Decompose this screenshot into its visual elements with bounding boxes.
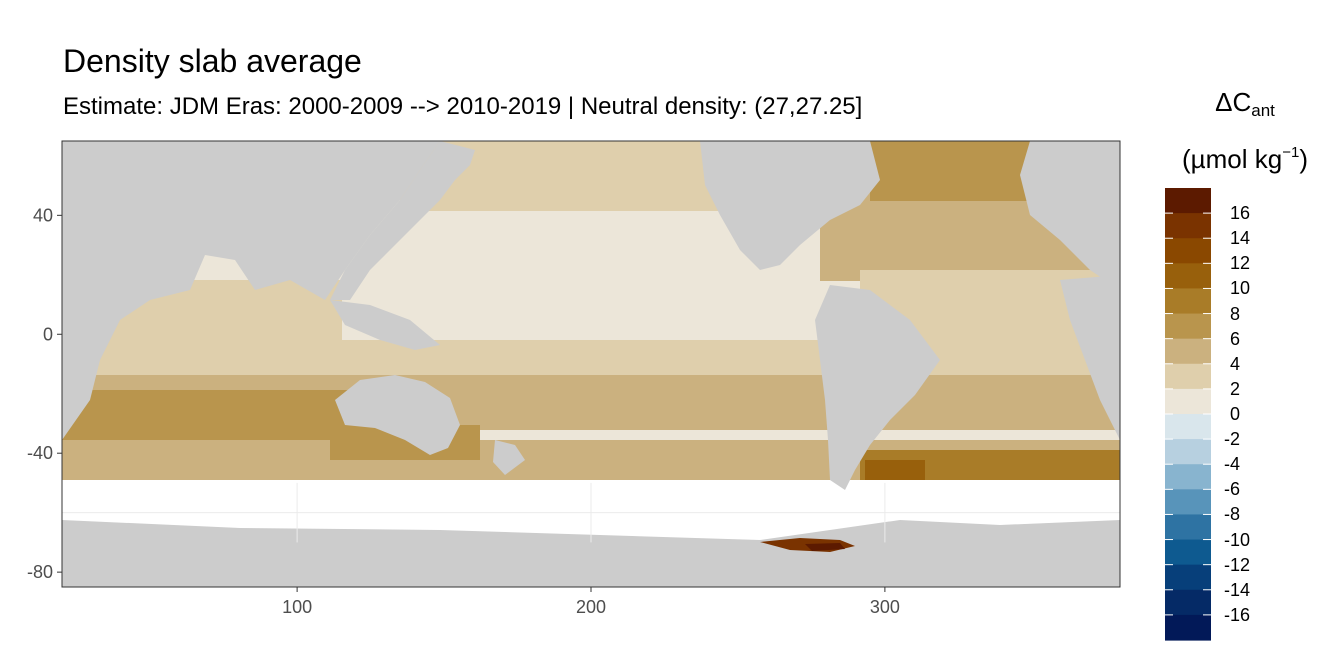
legend-title-main: ΔC — [1215, 87, 1252, 117]
legend-break-label: -16 — [1224, 604, 1251, 625]
colorbar-swatch — [1165, 213, 1211, 239]
colorbar-swatch — [1165, 363, 1211, 390]
chart-title: Density slab average — [63, 43, 362, 79]
legend-break-label: 2 — [1230, 378, 1241, 399]
shelf-anomaly-core — [805, 543, 845, 551]
legend-unit-suffix: ) — [1299, 144, 1308, 174]
legend-unit: (µmol kg−1) — [1160, 137, 1330, 175]
legend-break-label: -2 — [1224, 429, 1241, 450]
land-masses — [62, 141, 1120, 587]
legend-break-label: 14 — [1230, 228, 1251, 249]
colorbar-swatch — [1165, 564, 1211, 591]
colorbar-swatch — [1165, 489, 1211, 516]
legend-break-label: -8 — [1224, 504, 1241, 525]
colorbar-swatch — [1165, 338, 1211, 365]
legend-break-label: -14 — [1224, 579, 1251, 600]
y-tick-label: 40 — [33, 205, 53, 225]
legend-break-label: 0 — [1230, 404, 1241, 424]
x-tick-label: 200 — [576, 597, 606, 617]
colorbar-swatch — [1165, 414, 1211, 440]
chart-subtitle: Estimate: JDM Eras: 2000-2009 --> 2010-2… — [63, 93, 863, 120]
colorbar-swatch — [1165, 288, 1211, 315]
legend-unit-prefix: (µmol kg — [1182, 144, 1283, 174]
x-tick-label: 100 — [282, 597, 312, 617]
colorbar-swatch — [1165, 514, 1211, 541]
y-tick-label: -40 — [27, 443, 53, 463]
legend-break-label: 8 — [1230, 303, 1241, 324]
legend-unit-superscript: −1 — [1282, 144, 1300, 161]
legend-break-label: -12 — [1224, 554, 1251, 575]
legend-break-label: -10 — [1224, 529, 1251, 550]
colorbar-swatch — [1165, 313, 1211, 340]
land-europe-north — [1020, 141, 1120, 290]
land-antarctica — [62, 520, 1120, 587]
land-australia — [335, 375, 460, 455]
colorbar-swatch — [1165, 539, 1211, 566]
legend-break-label: -4 — [1224, 454, 1241, 475]
legend-break-label: 12 — [1230, 253, 1251, 274]
map-panel — [62, 141, 1120, 587]
legend-break-label: -6 — [1224, 479, 1241, 500]
x-axis: 100 200 300 — [282, 587, 900, 617]
colorbar-swatch — [1165, 263, 1211, 290]
colorbar-swatch — [1165, 614, 1211, 641]
colorbar-swatch — [1165, 589, 1211, 616]
y-axis: 40 0 -40 -80 — [27, 205, 62, 582]
band-south-25 — [62, 340, 1120, 380]
legend-break-label: 6 — [1230, 328, 1241, 349]
legend-break-label: 16 — [1230, 203, 1251, 224]
land-south-america — [815, 285, 940, 490]
colorbar-swatch — [1165, 238, 1211, 264]
y-tick-label: 0 — [43, 324, 53, 344]
land-africa-west — [1060, 275, 1120, 440]
x-tick-label: 300 — [870, 597, 900, 617]
colorbar-swatch — [1165, 188, 1211, 214]
colorbar — [1165, 188, 1211, 641]
legend-title-subscript: ant — [1251, 101, 1275, 120]
colorbar-swatch — [1165, 439, 1211, 465]
land-asia-east — [330, 141, 475, 300]
land-north-america — [700, 141, 880, 270]
y-tick-label: -80 — [27, 562, 53, 582]
colorbar-swatch — [1165, 388, 1211, 415]
legend-break-label: 10 — [1230, 278, 1251, 299]
land-new-zealand — [493, 440, 525, 475]
land-eurasia-africa — [62, 141, 440, 440]
legend-title: ΔCant — [1160, 86, 1330, 127]
land-maritime-continent — [330, 300, 440, 350]
colorbar-swatch — [1165, 464, 1211, 490]
legend-break-label: 4 — [1230, 353, 1241, 374]
